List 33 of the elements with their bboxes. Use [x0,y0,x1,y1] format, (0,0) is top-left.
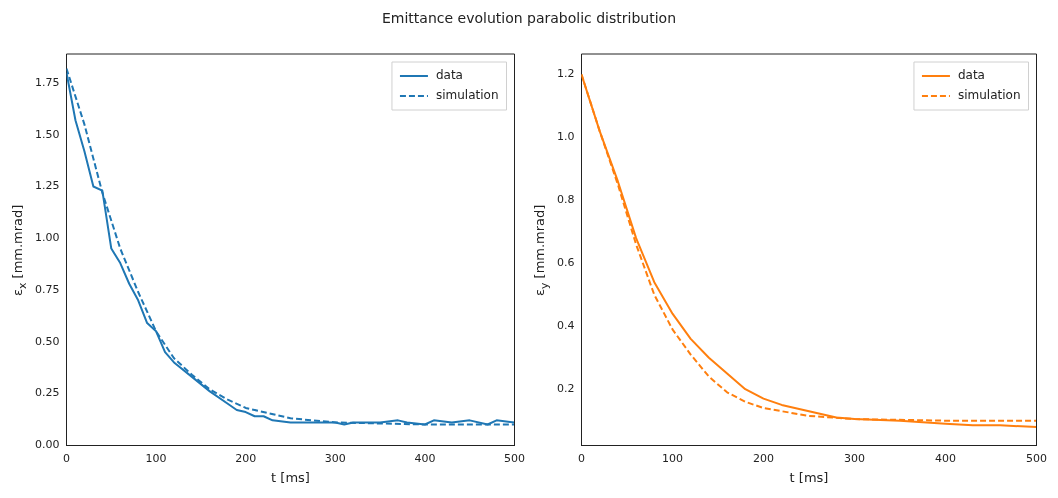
y-tick-label: 0.4 [556,319,575,333]
y-tick-label: 1.00 [34,231,60,245]
y-tick-label: 0.25 [34,386,60,400]
y-tick-label: 0.2 [556,382,575,396]
y-tick-label: 1.25 [34,179,60,193]
x-tick-label: 100 [145,451,167,465]
x-tick-label: 500 [504,451,525,465]
y-tick-label: 0.8 [556,193,575,207]
x-tick-label: 400 [414,451,436,465]
x-tick-label: 500 [1026,451,1047,465]
legend-label: data [957,68,985,83]
x-tick-label: 0 [62,451,70,465]
x-tick-label: 300 [324,451,346,465]
legend-label: simulation [957,88,1021,103]
chart-title: Emittance evolution parabolic distribution [381,10,677,26]
x-axis-title: t [ms] [789,469,829,485]
y-tick-label: 1.75 [34,75,60,89]
y-tick-label: 0.75 [34,282,60,296]
y-tick-label: 1.0 [556,130,575,144]
legend-label: simulation [435,88,499,103]
x-tick-label: 400 [935,451,956,465]
y-tick-label: 1.50 [34,127,60,141]
x-tick-label: 200 [753,451,774,465]
y-tick-label: 0.50 [34,334,60,348]
x-axis-title: t [ms] [271,469,310,485]
y-tick-label: 0.6 [556,256,575,270]
x-tick-label: 300 [844,451,865,465]
x-tick-label: 100 [662,451,683,465]
x-tick-label: 200 [235,451,257,465]
y-tick-label: 1.2 [556,67,575,81]
y-tick-label: 0.00 [34,438,60,452]
x-tick-label: 0 [577,451,585,465]
legend-label: data [435,68,463,83]
